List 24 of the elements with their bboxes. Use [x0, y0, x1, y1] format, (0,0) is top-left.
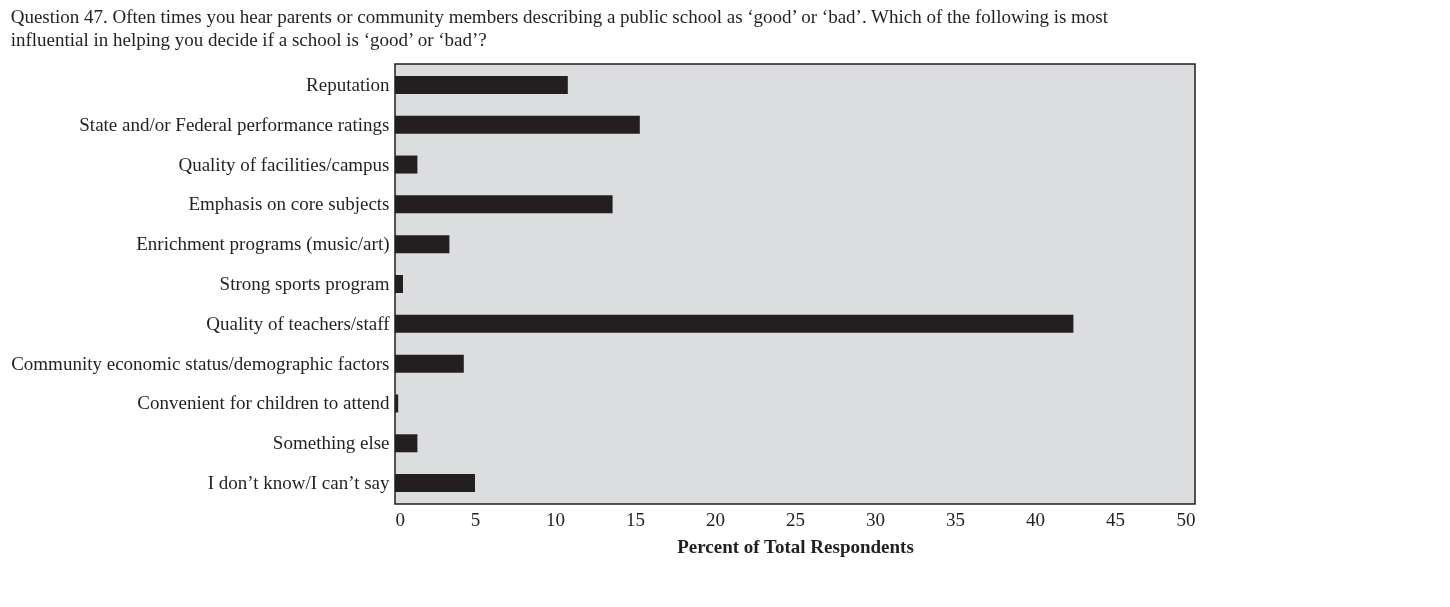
x-axis-title: Percent of Total Respondents: [677, 535, 914, 557]
x-tick-label: 5: [470, 508, 481, 530]
y-tick-label: Something else: [272, 432, 390, 454]
x-tick-label: 40: [1026, 508, 1045, 530]
y-tick-label: State and/or Federal performance ratings: [79, 113, 390, 135]
x-tick-label: 15: [626, 508, 645, 530]
x-tick-label: 0: [395, 508, 405, 530]
x-tick-label: 50: [1176, 508, 1196, 530]
y-tick-label: Emphasis on core subjects: [188, 193, 390, 215]
y-tick-label: Community economic status/demographic factors: [11, 352, 390, 374]
x-tick-label: 25: [786, 508, 805, 530]
y-tick-label: Convenient for children to attend: [137, 392, 390, 414]
y-tick-label: I don’t know/I can’t say: [207, 472, 390, 494]
x-tick-label: 30: [866, 508, 885, 530]
y-tick-label: Quality of facilities/campus: [178, 153, 390, 175]
x-tick-label: 20: [706, 508, 725, 530]
y-tick-label: Reputation: [306, 73, 390, 95]
x-tick-label: 10: [546, 508, 565, 530]
y-tick-label: Enrichment programs (music/art): [136, 233, 390, 256]
y-tick-label: Strong sports program: [219, 273, 390, 294]
x-tick-label: 45: [1106, 508, 1125, 530]
chart-title: Question 47. Often times you hear parents or community members describing a public school as ‘good’ or ‘bad’. Which of the following is most influential in helping you decide if a school is ‘good’ or ‘bad’?: [10, 6, 1109, 50]
y-tick-label: Quality of teachers/staff: [206, 312, 391, 334]
x-tick-label: 35: [946, 508, 965, 530]
